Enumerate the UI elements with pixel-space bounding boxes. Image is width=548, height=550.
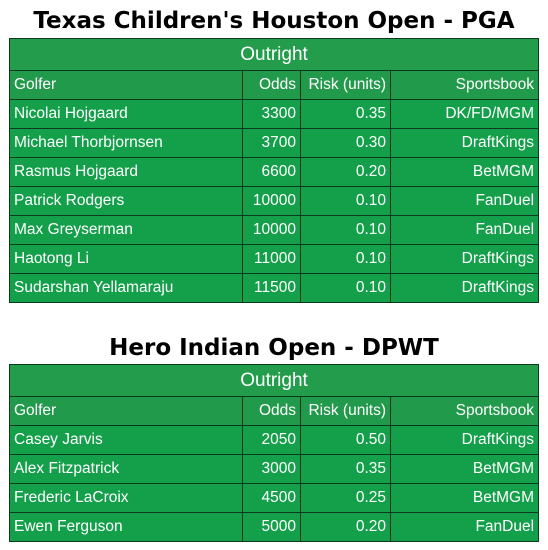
table-row: Casey Jarvis 2050 0.50 DraftKings [9, 425, 540, 455]
table-row: Haotong Li 11000 0.10 DraftKings [9, 244, 540, 274]
table-band-row: Outright [8, 364, 540, 397]
market-label: Outright [8, 364, 540, 397]
risk-value: 0.10 [300, 215, 391, 245]
sportsbook-name: DraftKings [389, 128, 540, 158]
header-risk: Risk (units) [300, 70, 391, 100]
table-row: Ewen Ferguson 5000 0.20 FanDuel [9, 512, 540, 542]
sportsbook-name: BetMGM [389, 483, 540, 513]
risk-value: 0.10 [300, 244, 391, 274]
odds-value: 10000 [242, 215, 301, 245]
golfer-name: Michael Thorbjornsen [9, 128, 243, 158]
odds-value: 4500 [242, 483, 301, 513]
table-header-row: Golfer Odds Risk (units) Sportsbook [9, 70, 540, 100]
sportsbook-name: FanDuel [389, 215, 540, 245]
odds-value: 10000 [242, 186, 301, 216]
header-odds: Odds [242, 70, 301, 100]
sportsbook-name: DraftKings [389, 244, 540, 274]
section-title: Texas Children's Houston Open - PGA [33, 8, 515, 34]
golfer-name: Frederic LaCroix [9, 483, 243, 513]
golfer-name: Sudarshan Yellamaraju [9, 273, 243, 303]
table-row: Frederic LaCroix 4500 0.25 BetMGM [9, 483, 540, 513]
risk-value: 0.35 [300, 454, 391, 484]
risk-value: 0.10 [300, 186, 391, 216]
sportsbook-name: BetMGM [389, 157, 540, 187]
table-row: Alex Fitzpatrick 3000 0.35 BetMGM [9, 454, 540, 484]
golfer-name: Ewen Ferguson [9, 512, 243, 542]
sportsbook-name: DraftKings [389, 425, 540, 455]
header-golfer: Golfer [9, 70, 243, 100]
table-header-row: Golfer Odds Risk (units) Sportsbook [9, 396, 540, 426]
header-sportsbook: Sportsbook [389, 70, 540, 100]
table-row: Sudarshan Yellamaraju 11500 0.10 DraftKi… [9, 273, 540, 303]
odds-value: 2050 [242, 425, 301, 455]
golfer-name: Rasmus Hojgaard [9, 157, 243, 187]
section-title: Hero Indian Open - DPWT [109, 335, 439, 361]
sportsbook-name: DK/FD/MGM [389, 99, 540, 129]
table-row: Nicolai Hojgaard 3300 0.35 DK/FD/MGM [9, 99, 540, 129]
odds-value: 3300 [242, 99, 301, 129]
golfer-name: Casey Jarvis [9, 425, 243, 455]
table-row: Michael Thorbjornsen 3700 0.30 DraftKing… [9, 128, 540, 158]
golfer-name: Nicolai Hojgaard [9, 99, 243, 129]
table-row: Max Greyserman 10000 0.10 FanDuel [9, 215, 540, 245]
odds-value: 3000 [242, 454, 301, 484]
risk-value: 0.20 [300, 512, 391, 542]
risk-value: 0.35 [300, 99, 391, 129]
header-sportsbook: Sportsbook [389, 396, 540, 426]
sportsbook-name: BetMGM [389, 454, 540, 484]
sportsbook-name: FanDuel [389, 186, 540, 216]
risk-value: 0.25 [300, 483, 391, 513]
risk-value: 0.20 [300, 157, 391, 187]
golfer-name: Max Greyserman [9, 215, 243, 245]
bets-table: Outright Golfer Odds Risk (units) Sports… [8, 364, 540, 542]
odds-value: 11500 [242, 273, 301, 303]
table-band-row: Outright [8, 38, 540, 71]
odds-value: 3700 [242, 128, 301, 158]
header-golfer: Golfer [9, 396, 243, 426]
odds-value: 6600 [242, 157, 301, 187]
risk-value: 0.10 [300, 273, 391, 303]
risk-value: 0.50 [300, 425, 391, 455]
odds-value: 5000 [242, 512, 301, 542]
golfer-name: Haotong Li [9, 244, 243, 274]
sportsbook-name: FanDuel [389, 512, 540, 542]
golfer-name: Patrick Rodgers [9, 186, 243, 216]
market-label: Outright [8, 38, 540, 71]
sportsbook-name: DraftKings [389, 273, 540, 303]
table-row: Rasmus Hojgaard 6600 0.20 BetMGM [9, 157, 540, 187]
golfer-name: Alex Fitzpatrick [9, 454, 243, 484]
bets-table: Outright Golfer Odds Risk (units) Sports… [8, 38, 540, 303]
risk-value: 0.30 [300, 128, 391, 158]
table-row: Patrick Rodgers 10000 0.10 FanDuel [9, 186, 540, 216]
odds-value: 11000 [242, 244, 301, 274]
header-odds: Odds [242, 396, 301, 426]
header-risk: Risk (units) [300, 396, 391, 426]
